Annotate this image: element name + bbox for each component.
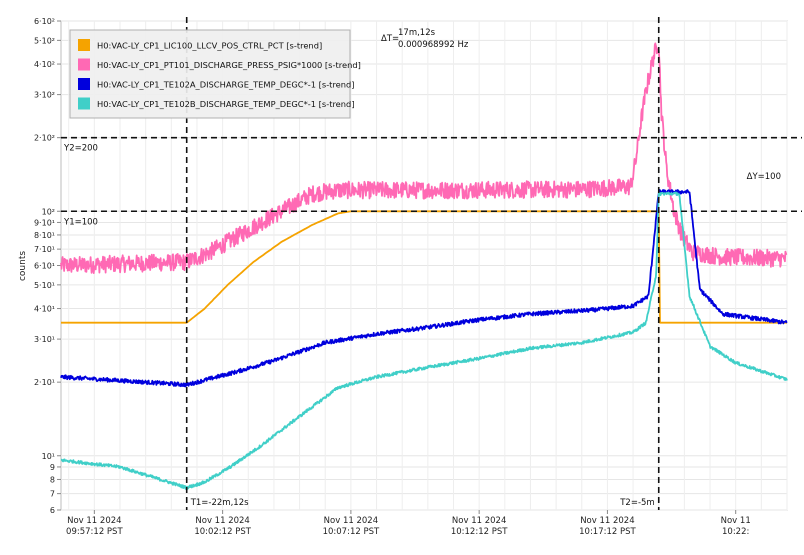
y-tick-label: 9·10¹ (34, 218, 55, 227)
y-tick-label: 2·10² (34, 134, 55, 143)
y-tick-label: 6·10¹ (34, 262, 55, 271)
legend-label-0[interactable]: H0:VAC-LY_CP1_LIC100_LLCV_POS_CTRL_PCT [… (97, 41, 322, 51)
legend-label-2[interactable]: H0:VAC-LY_CP1_TE102A_DISCHARGE_TEMP_DEGC… (97, 80, 355, 90)
y-axis: 6 7 8 9 10¹ 2·10¹ 3·10¹ 4·10¹ 5·10¹ 6·10¹ 7·10¹ 8·1… (34, 17, 61, 515)
x-tick-time: 10:22: (722, 527, 749, 537)
y2-cursor-label: Y2=200 (63, 144, 98, 154)
series-line-1 (60, 42, 788, 274)
legend-swatch-1 (78, 58, 90, 71)
t1-cursor-label: T1=-22m,12s (190, 498, 249, 508)
y-tick-label: 6·10² (34, 17, 55, 26)
y-tick-label: 8 (50, 475, 55, 484)
delta-t-frequency: 0.000968992 Hz (398, 40, 469, 50)
series-line-3 (60, 191, 788, 490)
y-tick-label: 5·10² (34, 36, 55, 45)
legend-swatch-2 (78, 78, 90, 90)
legend-box (69, 29, 351, 119)
legend-swatch-0 (78, 39, 90, 51)
y-tick-label: 3·10¹ (34, 335, 55, 344)
legend-label-1[interactable]: H0:VAC-LY_CP1_PT101_DISCHARGE_PRESS_PSIG… (97, 60, 361, 70)
delta-t-symbol: ΔT= (381, 34, 399, 44)
x-tick-date: Nov 11 2024 (580, 516, 634, 526)
y-tick-label: 8·10¹ (34, 231, 55, 240)
x-tick-time: 10:17:12 PST (579, 527, 636, 537)
y-tick-label: 10¹ (42, 452, 55, 461)
y-tick-label: 4·10¹ (34, 305, 55, 314)
x-tick-time: 10:02:12 PST (194, 527, 251, 537)
delta-t-value: 17m,12s (398, 28, 436, 38)
y1-cursor-label: Y1=100 (63, 217, 98, 227)
y-tick-label: 7 (50, 490, 55, 499)
x-tick-time: 10:07:12 PST (323, 527, 380, 537)
x-tick-time: 10:12:12 PST (451, 527, 508, 537)
t2-cursor-label: T2=-5m (619, 498, 654, 508)
y-tick-label: 6 (50, 506, 55, 515)
y-axis-label: counts (18, 251, 28, 281)
delta-y-label: ΔY=100 (747, 172, 781, 182)
x-tick-time: 09:57:12 PST (66, 527, 123, 537)
x-tick-date: Nov 11 (721, 516, 751, 526)
x-tick-date: Nov 11 2024 (195, 516, 249, 526)
y-tick-label: 7·10¹ (34, 245, 55, 254)
x-tick-date: Nov 11 2024 (324, 516, 378, 526)
y-tick-label: 9 (50, 463, 55, 472)
x-tick-date: Nov 11 2024 (452, 516, 506, 526)
y-tick-label: 4·10² (34, 60, 55, 69)
y-tick-label: 2·10¹ (34, 378, 55, 387)
y-tick-label: 5·10¹ (34, 281, 55, 290)
legend-swatch-3 (78, 97, 90, 110)
x-tick-date: Nov 11 2024 (67, 516, 121, 526)
legend[interactable]: H0:VAC-LY_CP1_LIC100_LLCV_POS_CTRL_PCT [… (69, 29, 361, 119)
y-tick-label: 3·10² (34, 91, 55, 100)
y-tick-label: 10² (42, 207, 55, 216)
legend-label-3[interactable]: H0:VAC-LY_CP1_TE102B_DISCHARGE_TEMP_DEGC… (97, 99, 355, 109)
